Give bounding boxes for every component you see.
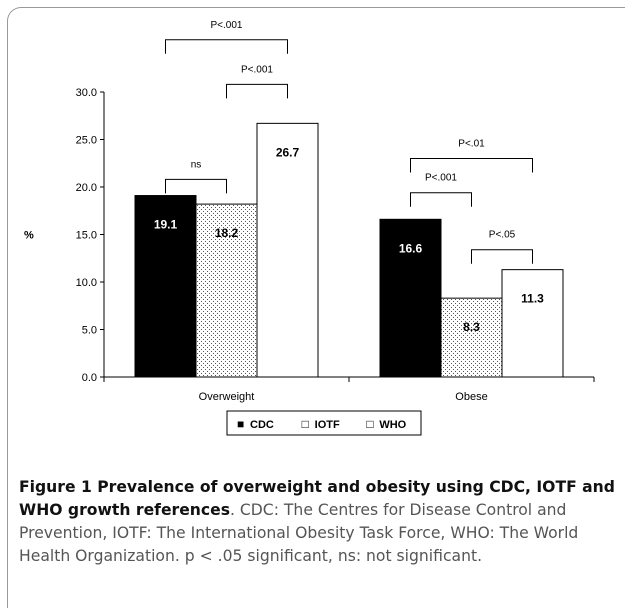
bar-cdc — [379, 218, 442, 378]
significance-label: P<.001 — [211, 20, 243, 31]
significance-label: ns — [191, 159, 202, 170]
bar-who — [256, 122, 319, 378]
legend-swatch-iotf: □ — [302, 417, 309, 431]
significance-label: P<.01 — [458, 139, 485, 150]
legend-label-iotf: IOTF — [315, 419, 340, 431]
y-tick-label: 0.0 — [82, 372, 97, 384]
bar-value-label: 18.2 — [215, 226, 239, 240]
bar-iotf — [195, 203, 258, 378]
x-category-label: Obese — [455, 391, 487, 403]
significance-label: P<.001 — [241, 64, 273, 75]
y-tick-label: 10.0 — [76, 277, 97, 289]
significance-bracket — [165, 39, 288, 54]
significance-bracket — [226, 83, 288, 99]
significance-bracket — [410, 192, 472, 207]
bar-value-label: 8.3 — [463, 320, 480, 334]
significance-label: P<.05 — [489, 230, 516, 241]
bar-who — [501, 269, 564, 378]
bar-value-label: 19.1 — [154, 218, 178, 232]
y-tick-label: 25.0 — [76, 135, 97, 147]
y-tick-label: 5.0 — [82, 325, 97, 337]
y-tick-label: 20.0 — [76, 182, 97, 194]
bar-value-label: 11.3 — [521, 292, 544, 306]
bar-cdc — [134, 195, 197, 378]
y-tick-label: 15.0 — [76, 230, 97, 242]
legend-label-cdc: CDC — [250, 419, 274, 431]
significance-bracket — [165, 178, 227, 194]
caption-text: . CDC: The Centres for Disease Control a… — [19, 501, 579, 565]
y-axis-label: % — [24, 230, 34, 242]
figure-caption: Figure 1 Prevalence of overweight and ob… — [19, 476, 615, 568]
legend-label-who: WHO — [379, 419, 406, 431]
legend-box — [226, 410, 422, 436]
bar-iotf — [440, 297, 503, 378]
y-tick-label: 30.0 — [76, 87, 97, 99]
figure-frame — [7, 7, 625, 608]
legend-swatch-cdc: ■ — [237, 417, 244, 431]
caption-title: Figure 1 Prevalence of overweight and ob… — [19, 478, 615, 519]
bar-value-label: 16.6 — [399, 241, 423, 255]
x-category-label: Overweight — [199, 391, 255, 403]
significance-bracket — [471, 249, 533, 264]
bar-chart: 0.0 5.0 10.0 15.0 20.0 25.0 30.0% Overweight Obe… — [24, 20, 595, 436]
significance-bracket — [410, 158, 533, 173]
bar-value-label: 26.7 — [276, 145, 300, 159]
significance-label: P<.001 — [425, 173, 457, 184]
legend-swatch-who: □ — [366, 417, 373, 431]
